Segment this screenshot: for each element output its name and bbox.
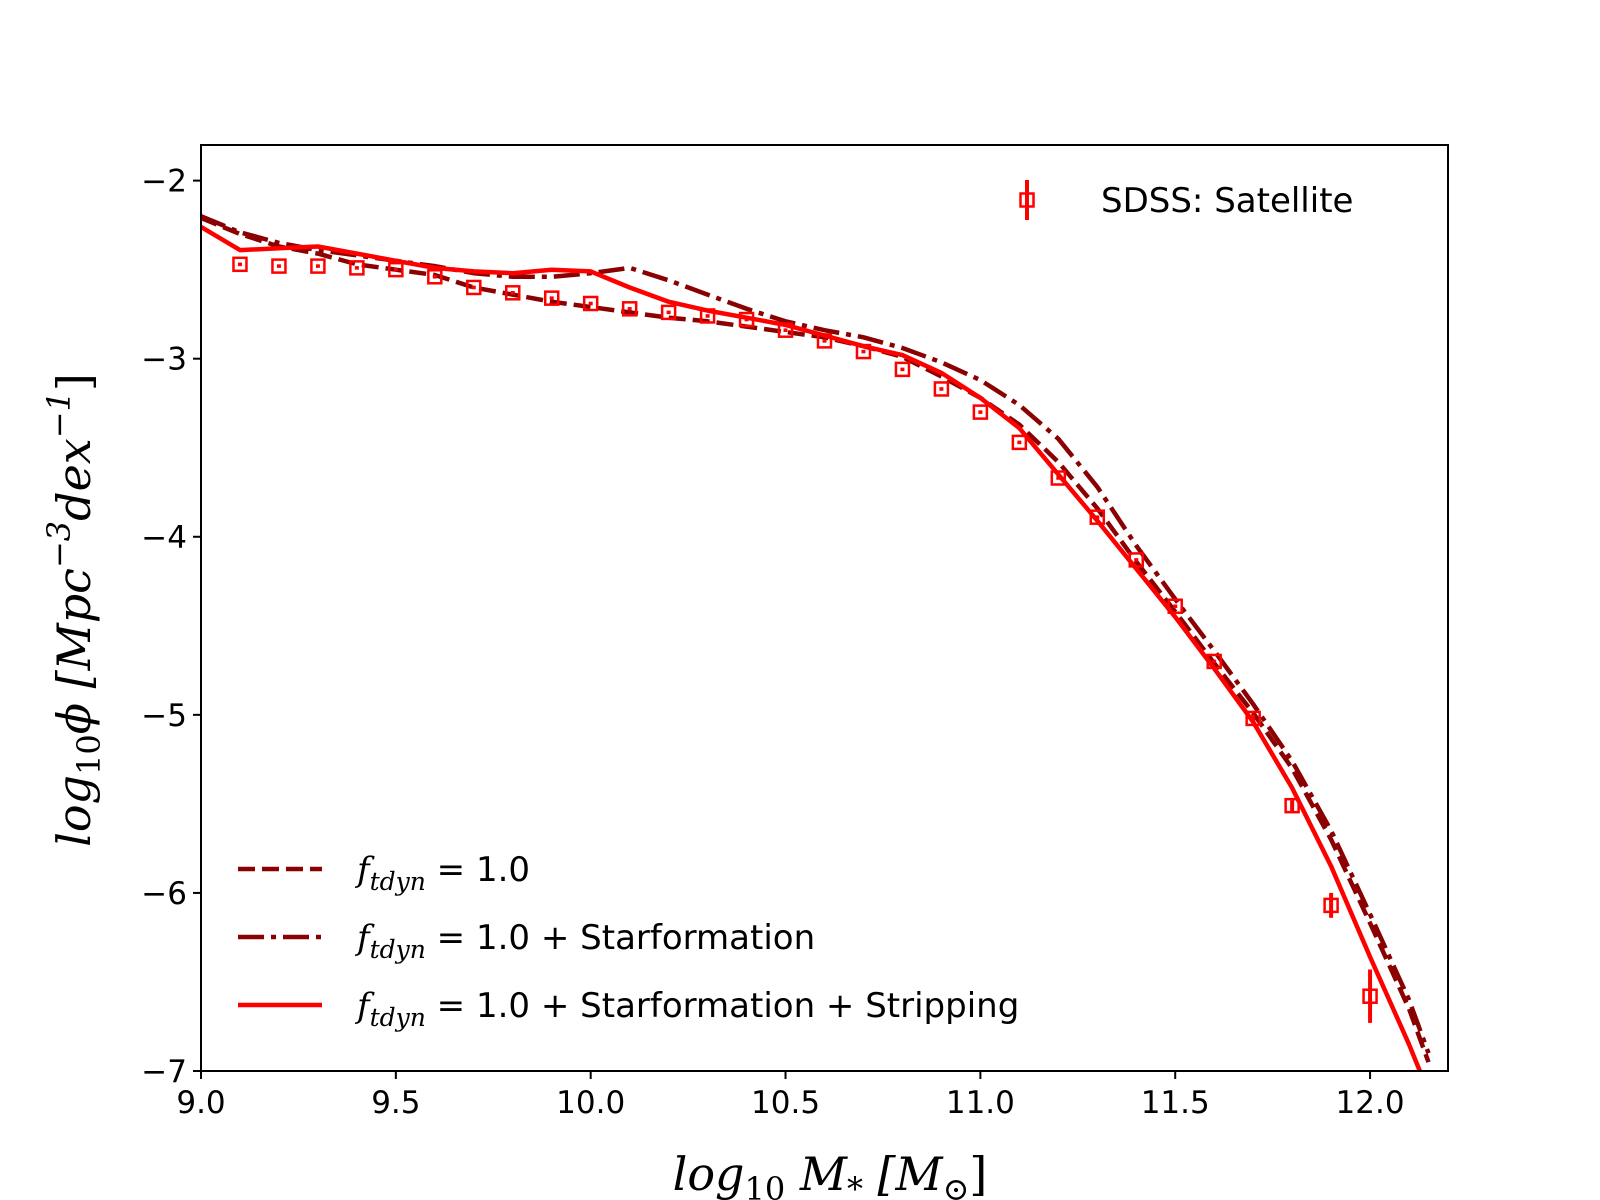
obs-point: [427, 269, 443, 285]
obs-point: [232, 256, 248, 273]
axes-frame: [200, 144, 1449, 1072]
obs-point: [466, 279, 482, 296]
x-tick-label: 12.0: [1336, 1085, 1405, 1121]
obs-point: [855, 343, 872, 360]
x-tick-label: 10.0: [556, 1085, 625, 1121]
obs-point: [582, 295, 599, 312]
obs-point: [699, 308, 716, 324]
x-tick-label: 11.0: [946, 1085, 1015, 1121]
legend-obs-marker: [1019, 180, 1035, 220]
obs-point: [505, 285, 521, 301]
obs-point: [933, 381, 950, 397]
obs-point: [1323, 897, 1339, 914]
obs-point: [543, 290, 560, 306]
obs-point: [1206, 653, 1222, 670]
legend-models: ftdyn = 1.0 ftdyn = 1.0 + Starformation …: [238, 850, 1019, 1032]
legend-entry-1: ftdyn = 1.0: [354, 850, 530, 896]
y-tick-label: −2: [141, 164, 187, 200]
y-axis-ticks: −2 −3 −4 −5 −6 −7: [141, 164, 201, 1090]
obs-point: [816, 333, 833, 349]
obs-point: [388, 261, 404, 278]
legend-obs-label: SDSS: Satellite: [1101, 181, 1353, 221]
obs-point: [738, 311, 755, 328]
obs-point: [777, 322, 794, 338]
obs-point: [1089, 509, 1106, 525]
obs-point: [660, 304, 677, 321]
x-tick-label: 9.5: [371, 1085, 420, 1121]
legend-entry-3: ftdyn = 1.0 + Starformation + Stripping: [354, 986, 1019, 1032]
x-axis-label: log10 M* [M⊙]: [673, 1147, 988, 1200]
y-tick-label: −7: [141, 1054, 187, 1090]
x-tick-label: 9.0: [176, 1085, 225, 1121]
obs-point: [349, 260, 365, 276]
y-tick-label: −6: [141, 876, 187, 912]
obs-point: [621, 301, 638, 317]
x-tick-label: 10.5: [751, 1085, 820, 1121]
obs-point: [1245, 710, 1261, 727]
obs-point: [1128, 552, 1144, 568]
x-tick-label: 11.5: [1141, 1085, 1210, 1121]
obs-point: [894, 361, 911, 378]
obs-point: [1050, 470, 1067, 486]
obs-point: [972, 404, 989, 420]
plot-area: [201, 214, 1431, 1071]
y-axis-label: log10ϕ [Mpc−3dex−1]: [40, 373, 108, 847]
y-tick-label: −5: [141, 698, 187, 734]
x-axis-ticks: 9.0 9.5 10.0 10.5 11.0 11.5 12.0: [176, 1071, 1405, 1121]
obs-point: [310, 258, 326, 274]
obs-point: [1167, 598, 1183, 614]
y-tick-label: −3: [141, 342, 187, 378]
y-tick-label: −4: [141, 520, 187, 556]
obs-point: [1362, 988, 1378, 1004]
legend-observations: SDSS: Satellite: [1019, 180, 1353, 221]
legend-obs-square: [1019, 192, 1035, 208]
obs-point: [271, 258, 287, 274]
legend-entry-2: ftdyn = 1.0 + Starformation: [354, 918, 815, 964]
obs-point: [1284, 797, 1300, 814]
obs-point: [1011, 434, 1028, 451]
